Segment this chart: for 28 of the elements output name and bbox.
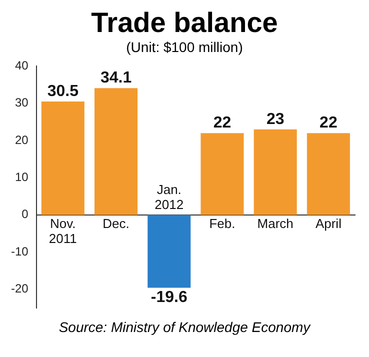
source-note: Source: Ministry of Knowledge Economy: [58, 318, 312, 336]
bar: [148, 214, 191, 288]
y-tick-label: -20: [11, 282, 29, 296]
bar: [41, 102, 84, 215]
x-tick-label: Dec.: [102, 216, 130, 231]
data-label: 34.1: [100, 70, 132, 87]
data-label: -19.6: [150, 289, 188, 306]
data-label: 22: [320, 114, 338, 132]
x-tick-label: April: [315, 216, 342, 231]
y-tick-label: -10: [11, 244, 29, 258]
x-tick-label: March: [257, 216, 294, 231]
data-label: 22: [213, 114, 232, 132]
bar: [254, 129, 297, 215]
x-tick-label: Jan. 2012: [154, 182, 184, 212]
data-label: 23: [266, 110, 284, 128]
y-tick-label: 20: [14, 132, 29, 147]
y-tick-label: 30: [14, 96, 29, 110]
x-tick-label: Nov. 2011: [48, 216, 77, 246]
y-tick-label: 0: [22, 207, 29, 222]
bar: [94, 88, 138, 215]
data-label: 30.5: [47, 82, 79, 100]
y-tick-label: 10: [14, 170, 29, 184]
y-tick-label: 40: [14, 58, 29, 73]
bar: [306, 133, 350, 215]
chart-title: Trade balance: [90, 7, 279, 38]
chart-subtitle: (Unit: $100 million): [125, 38, 244, 56]
x-tick-label: Feb.: [209, 216, 236, 231]
bar: [200, 133, 244, 215]
